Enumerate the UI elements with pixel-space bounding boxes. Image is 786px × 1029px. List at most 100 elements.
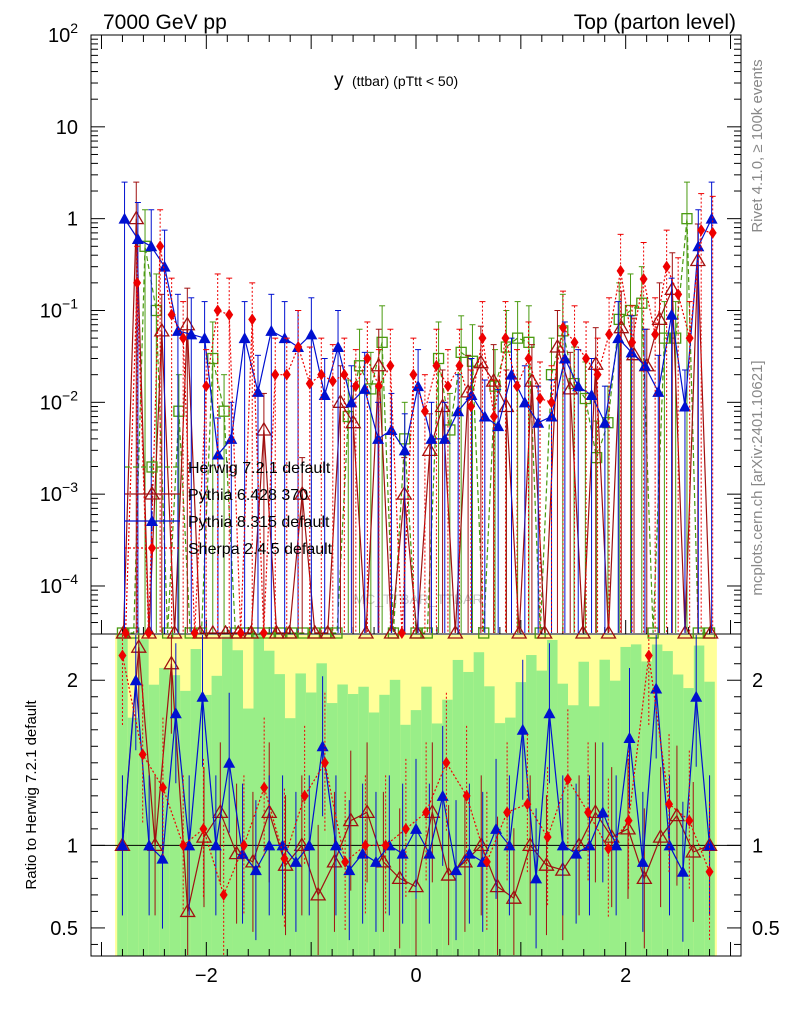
ratio-band-green — [609, 680, 621, 956]
ratio-data-point — [530, 872, 543, 884]
ratio-data-point — [219, 888, 228, 901]
ratio-data-point — [358, 804, 376, 818]
ratio-data-point — [644, 649, 653, 662]
data-point — [466, 400, 475, 413]
ratio-band-green — [316, 663, 327, 956]
ratio-data-point — [652, 828, 669, 843]
ratio-band-green — [568, 705, 579, 956]
data-point — [478, 332, 487, 345]
ratio-band-green — [578, 661, 589, 956]
data-point — [118, 212, 131, 224]
data-point — [651, 328, 660, 341]
data-point-underflow — [357, 624, 375, 639]
ratio-data-point — [260, 781, 269, 794]
data-point-underflow — [478, 627, 490, 639]
ratio-data-point — [619, 820, 637, 835]
data-point — [345, 414, 362, 429]
data-point — [708, 226, 717, 239]
data-point — [128, 210, 145, 225]
ratio-data-point — [410, 822, 422, 834]
ratio-data-point — [209, 839, 222, 851]
ratio-data-point — [401, 822, 410, 835]
ratio-band-green — [232, 650, 244, 956]
data-point — [455, 346, 467, 359]
data-point — [374, 380, 383, 393]
process-label: Top (parton level) — [574, 11, 736, 34]
ratio-data-point — [703, 839, 716, 851]
ratio-data-point — [610, 839, 623, 851]
y-tick-label: 10−1 — [40, 295, 78, 322]
data-point — [636, 297, 648, 309]
ratio-data-point — [505, 889, 522, 904]
data-point — [616, 264, 625, 277]
collision-label: 7000 GeV pp — [103, 11, 227, 34]
ratio-data-point — [596, 806, 609, 818]
ratio-data-point — [676, 865, 689, 877]
ratio-data-point — [361, 839, 370, 852]
ratio-data-point — [436, 789, 449, 801]
data-point — [145, 240, 158, 252]
data-point — [518, 396, 531, 408]
ratio-band-green — [169, 675, 181, 956]
ratio-band-green — [452, 659, 464, 956]
data-point-underflow — [190, 627, 199, 639]
main-series-group — [115, 181, 719, 639]
ratio-data-point — [538, 856, 555, 871]
data-point — [345, 396, 358, 408]
data-point — [452, 405, 465, 417]
ratio-data-point — [138, 748, 147, 761]
data-point — [332, 341, 345, 353]
ratio-y-axis-label: Ratio to Herwig 7.2.1 default — [23, 700, 40, 890]
ratio-data-point — [636, 870, 653, 885]
data-point — [593, 368, 602, 381]
data-point — [638, 359, 651, 371]
ratio-data-point — [489, 878, 506, 893]
ratio-data-point — [587, 804, 604, 818]
data-point — [705, 212, 718, 224]
data-point — [505, 368, 518, 380]
data-point — [678, 400, 691, 412]
ratio-band-green — [494, 723, 506, 956]
ratio-band-green — [620, 646, 631, 956]
data-point-underflow — [259, 627, 268, 639]
plot-title-main: y — [334, 70, 344, 91]
ratio-data-point — [705, 865, 714, 878]
data-point — [318, 389, 331, 401]
ratio-y-tick-label-right: 0.5 — [752, 918, 780, 940]
data-point — [156, 240, 165, 253]
ratio-band-green — [148, 684, 160, 956]
ratio-data-point — [263, 839, 276, 851]
data-point — [570, 336, 579, 349]
ratio-band-green — [421, 686, 432, 956]
data-point — [305, 328, 318, 340]
data-point — [582, 352, 591, 365]
series-2 — [118, 181, 718, 633]
data-point — [409, 368, 418, 381]
data-point — [363, 352, 372, 365]
data-point — [317, 368, 326, 381]
data-point — [420, 405, 429, 418]
data-point — [498, 398, 515, 413]
data-point — [153, 322, 170, 337]
ratio-data-point — [276, 839, 289, 851]
ratio-data-point — [179, 839, 188, 852]
ratio-data-point — [522, 837, 539, 852]
y-tick-label: 10−2 — [40, 387, 78, 414]
ratio-band-green — [693, 645, 705, 956]
ratio-band-green — [431, 723, 443, 956]
data-point — [412, 380, 425, 392]
data-point — [523, 372, 541, 387]
ratio-data-point — [369, 855, 382, 867]
ratio-data-point — [381, 839, 390, 852]
ratio-data-point — [280, 852, 289, 865]
ratio-data-point — [300, 789, 309, 802]
y-tick-label: 10−3 — [40, 479, 78, 506]
ratio-data-point — [118, 649, 127, 662]
data-point-underflow — [281, 624, 298, 639]
ratio-data-point — [570, 837, 588, 852]
ratio-band-green — [127, 717, 139, 956]
data-point-underflow — [268, 624, 285, 639]
data-point-underflow — [144, 627, 153, 639]
ratio-data-point — [303, 839, 316, 851]
data-point — [198, 332, 211, 344]
